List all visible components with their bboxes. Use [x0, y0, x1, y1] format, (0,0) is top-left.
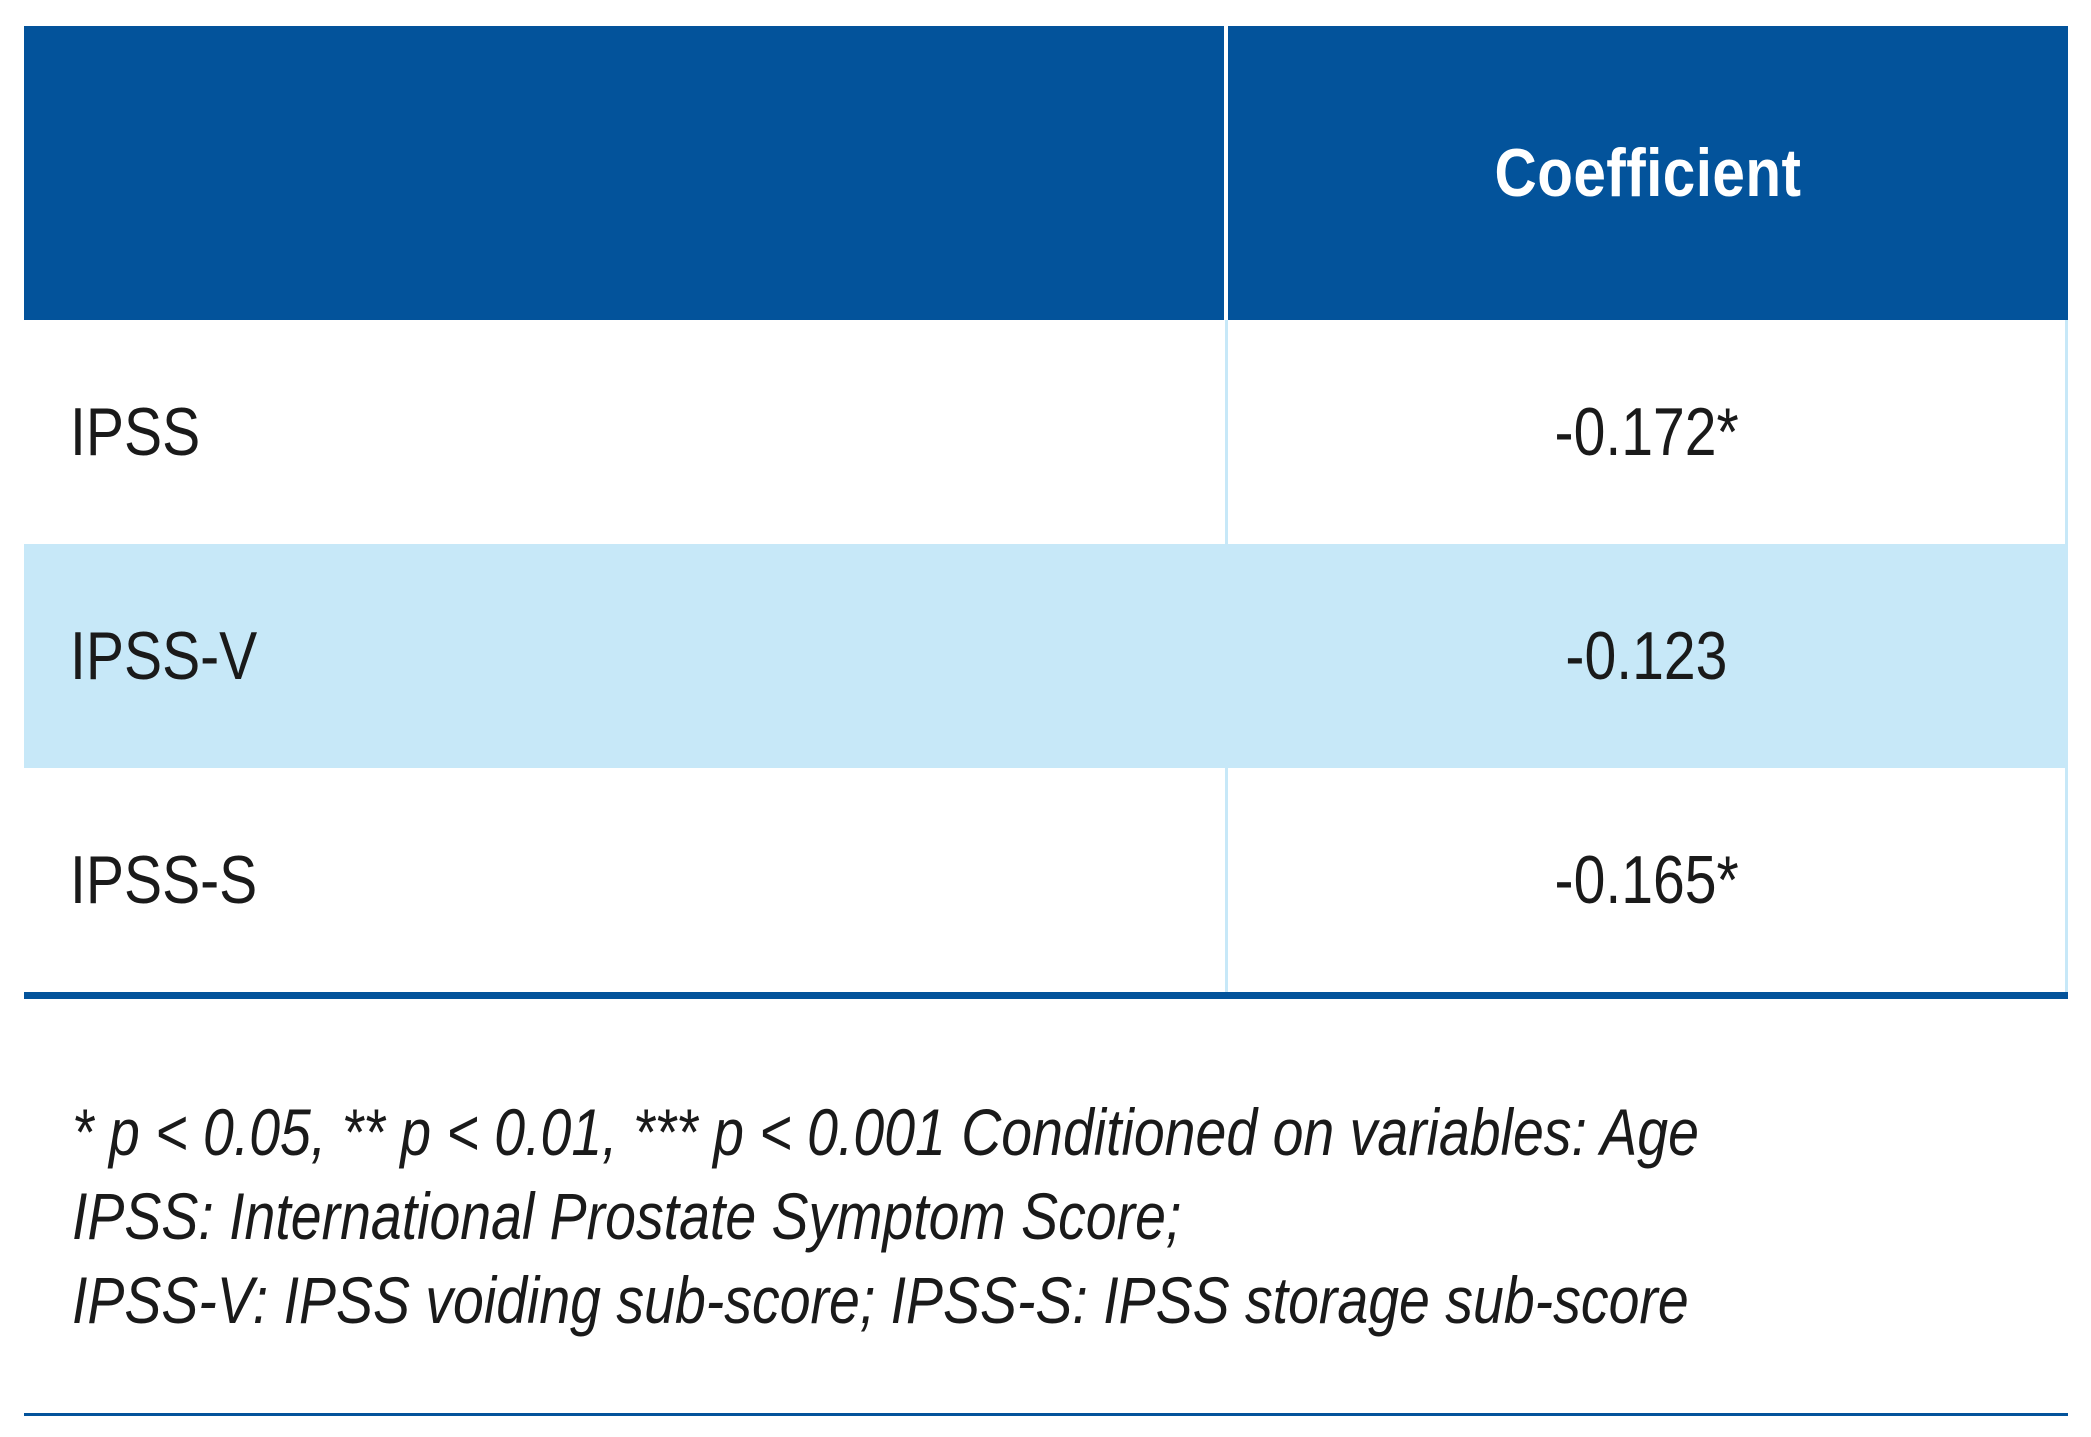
row-label-cell: IPSS-S: [24, 768, 1228, 992]
row-label: IPSS: [70, 394, 201, 470]
footnote-line-subscores: IPSS-V: IPSS voiding sub-score; IPSS-S: …: [72, 1263, 1689, 1337]
table-bottom-rule: [24, 992, 2068, 999]
table-row: IPSS-V -0.123: [24, 544, 2068, 768]
row-value: -0.165*: [1554, 842, 1739, 918]
row-value: -0.172*: [1554, 394, 1739, 470]
table-row: IPSS-S -0.165*: [24, 768, 2068, 992]
row-value: -0.123: [1565, 618, 1728, 694]
header-cell-empty: [24, 26, 1228, 320]
coefficient-table: Coefficient IPSS -0.172* IPSS-V -0.123 I…: [24, 26, 2068, 999]
row-value-cell: -0.123: [1228, 544, 2068, 768]
header-cell-coefficient: Coefficient: [1494, 135, 1802, 211]
row-label: IPSS-S: [70, 842, 258, 918]
footnote-line-ipss: IPSS: International Prostate Symptom Sco…: [72, 1179, 1182, 1253]
footnote-end-rule: [24, 1413, 2068, 1416]
footnote-line-significance: * p < 0.05, ** p < 0.01, *** p < 0.001 C…: [72, 1095, 1699, 1169]
table-row: IPSS -0.172*: [24, 320, 2068, 544]
row-label-cell: IPSS: [24, 320, 1228, 544]
table-header-row: Coefficient: [24, 26, 2068, 320]
row-value-cell: -0.165*: [1228, 768, 2068, 992]
row-label: IPSS-V: [70, 618, 258, 694]
row-value-cell: -0.172*: [1228, 320, 2068, 544]
row-label-cell: IPSS-V: [24, 544, 1228, 768]
table-footnote: * p < 0.05, ** p < 0.01, *** p < 0.001 C…: [72, 1090, 1699, 1342]
